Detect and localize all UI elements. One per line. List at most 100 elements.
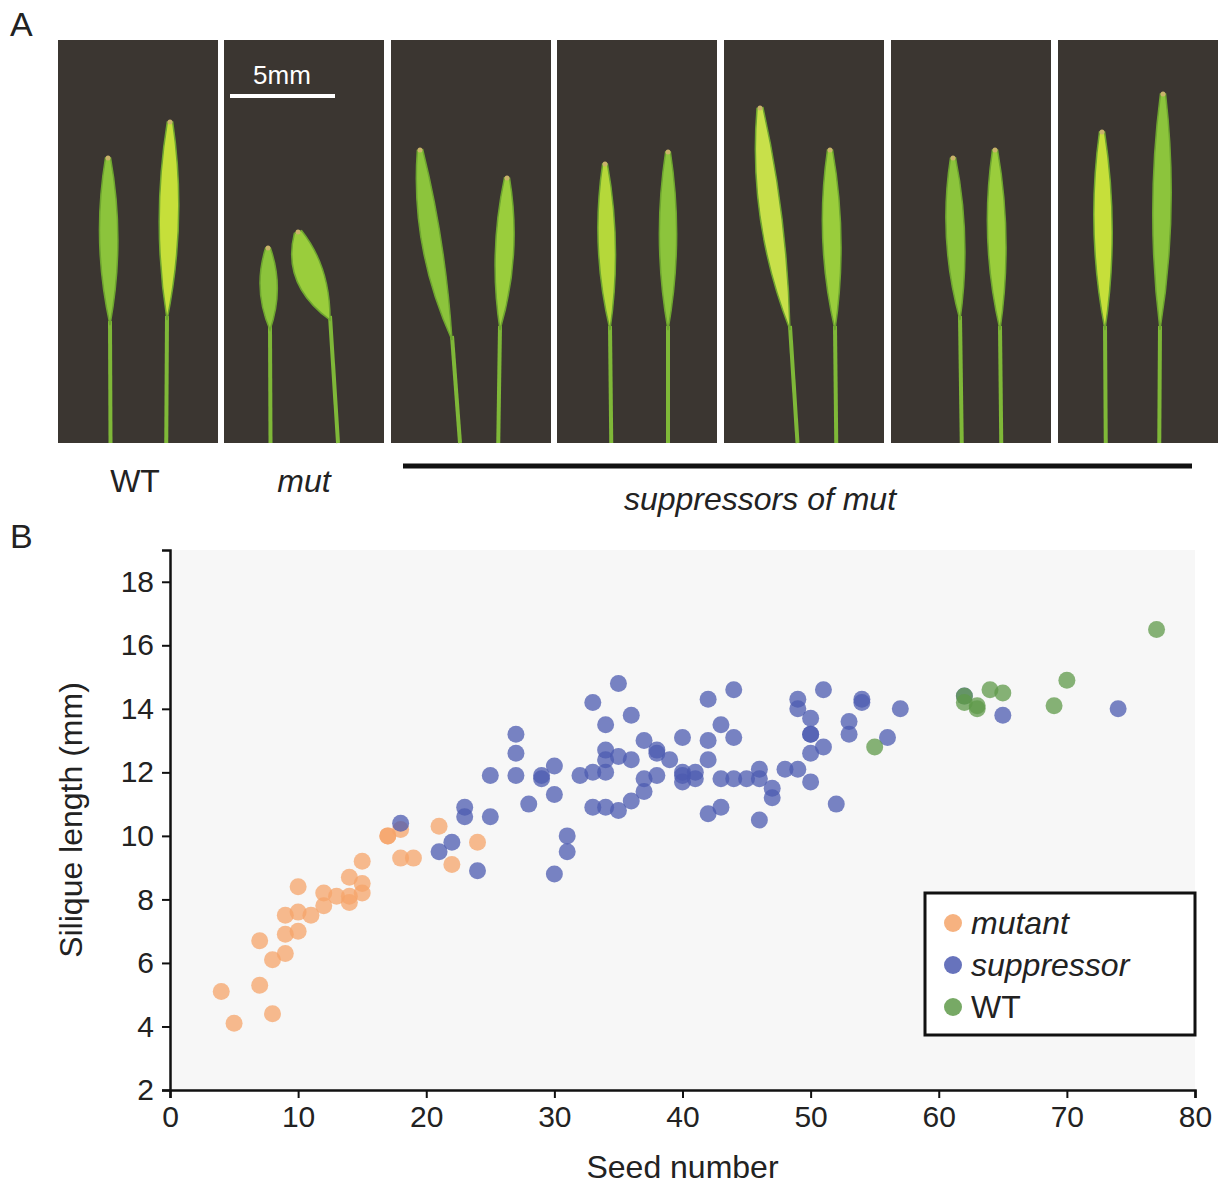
legend-box: [925, 893, 1195, 1035]
point: [1148, 621, 1165, 638]
point: [507, 745, 524, 762]
stalk: [610, 326, 611, 443]
point: [802, 726, 819, 743]
scale-bar: [230, 94, 335, 98]
stalk: [452, 336, 460, 443]
tick-mark: [162, 962, 170, 964]
tick-label: 16: [121, 628, 154, 661]
legend-label: WT: [971, 989, 1021, 1025]
silique: [1094, 132, 1113, 330]
photo-background: [724, 40, 884, 443]
tick-mark: [1066, 1090, 1068, 1098]
tick-label: 10: [282, 1100, 315, 1133]
panel-letter: B: [10, 517, 33, 555]
silique-tip: [106, 156, 111, 161]
stalk: [835, 326, 836, 443]
stalk: [960, 316, 962, 443]
tick: 0: [162, 1090, 179, 1133]
tick: 60: [923, 1090, 956, 1133]
point: [789, 761, 806, 778]
legend-label: suppressor: [971, 947, 1131, 983]
point: [354, 853, 371, 870]
stalk: [330, 316, 338, 443]
point: [1058, 672, 1075, 689]
silique: [159, 122, 179, 320]
tick-mark: [938, 1090, 940, 1098]
tick-label: 40: [666, 1100, 699, 1133]
point: [636, 783, 653, 800]
tick: 6: [137, 946, 170, 979]
point: [354, 885, 371, 902]
point: [725, 681, 742, 698]
tick: 2: [137, 1073, 170, 1106]
tick-label: 8: [137, 883, 154, 916]
tick-mark: [162, 645, 170, 647]
photo-label: mut: [277, 463, 331, 499]
tick: 16: [121, 628, 170, 661]
tick: 30: [538, 1090, 571, 1133]
silique: [416, 150, 452, 340]
point: [610, 675, 627, 692]
tick-label: 10: [121, 819, 154, 852]
point: [546, 758, 563, 775]
photo-background: [224, 40, 384, 443]
point: [994, 684, 1011, 701]
silique: [987, 150, 1006, 330]
tick: 50: [794, 1090, 827, 1133]
point: [687, 764, 704, 781]
tick-label: 6: [137, 946, 154, 979]
tick: 20: [410, 1090, 443, 1133]
point: [802, 710, 819, 727]
point: [584, 694, 601, 711]
y-axis: 24681012141618: [121, 551, 171, 1107]
stalk: [1000, 326, 1001, 443]
photo-background: [557, 40, 717, 443]
tick-mark: [162, 899, 170, 901]
point: [802, 773, 819, 790]
tick: 70: [1051, 1090, 1084, 1133]
point: [623, 751, 640, 768]
photo-background: [391, 40, 551, 443]
tick-mark: [554, 1090, 556, 1098]
point: [507, 726, 524, 743]
points: [213, 621, 1165, 1032]
point: [764, 780, 781, 797]
silique: [598, 164, 616, 330]
point: [853, 694, 870, 711]
point: [443, 834, 460, 851]
point: [751, 812, 768, 829]
point: [712, 799, 729, 816]
silique: [260, 248, 277, 330]
point: [559, 827, 576, 844]
tick-mark: [810, 1090, 812, 1098]
photo-background: [58, 40, 218, 443]
point: [725, 729, 742, 746]
point: [456, 808, 473, 825]
tick: 10: [121, 819, 170, 852]
panel-a: A5mmWTmutsuppressors of mut: [10, 5, 1218, 517]
point: [251, 932, 268, 949]
tick-label: 2: [137, 1073, 154, 1106]
group-bar: [403, 464, 1192, 469]
point: [648, 767, 665, 784]
point: [828, 796, 845, 813]
point: [482, 767, 499, 784]
tick-mark: [1195, 1090, 1197, 1098]
silique: [99, 158, 117, 325]
tick: 80: [1179, 1090, 1212, 1133]
y-axis-title: Silique length (mm): [53, 682, 89, 958]
silique-tip: [168, 120, 173, 125]
photo-label: WT: [110, 463, 160, 499]
silique-tip: [951, 156, 956, 161]
scale-bar-label: 5mm: [253, 60, 311, 90]
tick: 4: [137, 1010, 170, 1043]
silique: [495, 178, 514, 330]
silique-tip: [993, 148, 998, 153]
silique-tip: [603, 162, 608, 167]
point: [841, 726, 858, 743]
tick-label: 18: [121, 565, 154, 598]
group-label: suppressors of mut: [624, 481, 897, 517]
point: [277, 945, 294, 962]
photo-background: [891, 40, 1051, 443]
silique-tip: [1161, 92, 1166, 97]
